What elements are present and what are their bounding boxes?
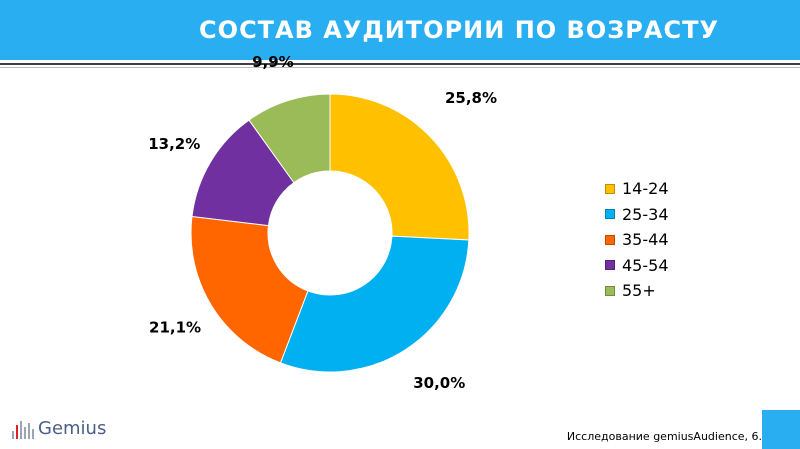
data-label: 21,1% [149, 318, 201, 336]
gemius-logo-text: Gemius [38, 418, 107, 439]
page-title: СОСТАВ АУДИТОРИИ ПО ВОЗРАСТУ [199, 16, 719, 44]
chart-legend: 14-24 25-34 35-44 45-54 55+ [605, 176, 669, 304]
source-note: Исследование gemiusAudience, 6.2014 [566, 430, 790, 443]
legend-item: 14-24 [605, 176, 669, 202]
legend-item: 45-54 [605, 253, 669, 279]
legend-swatch [605, 285, 615, 296]
legend-item: 25-34 [605, 202, 669, 228]
legend-label: 25-34 [622, 204, 669, 224]
legend-swatch [605, 209, 615, 220]
header-bar [0, 0, 800, 60]
legend-item: 35-44 [605, 227, 669, 253]
data-label: 13,2% [148, 135, 200, 153]
donut-slice-14-24 [329, 93, 470, 241]
donut-slice-55+ [248, 93, 331, 184]
header-divider-thin [0, 67, 800, 68]
donut-slice-35-44 [190, 215, 309, 364]
legend-swatch [605, 260, 615, 271]
legend-label: 35-44 [622, 230, 669, 250]
data-label: 30,0% [413, 374, 465, 392]
header-divider [0, 63, 800, 65]
page-number-tab [762, 410, 800, 449]
gemius-logo: Gemius [12, 419, 106, 439]
legend-label: 45-54 [622, 255, 669, 275]
legend-label: 14-24 [622, 179, 669, 199]
gemius-logo-icon [12, 419, 34, 439]
legend-swatch [605, 234, 615, 245]
donut-slice-25-34 [279, 235, 470, 373]
legend-swatch [605, 183, 615, 194]
legend-label: 55+ [622, 281, 656, 301]
legend-item: 55+ [605, 278, 669, 304]
data-label: 25,8% [445, 89, 497, 107]
data-label: 9,9% [252, 53, 294, 71]
